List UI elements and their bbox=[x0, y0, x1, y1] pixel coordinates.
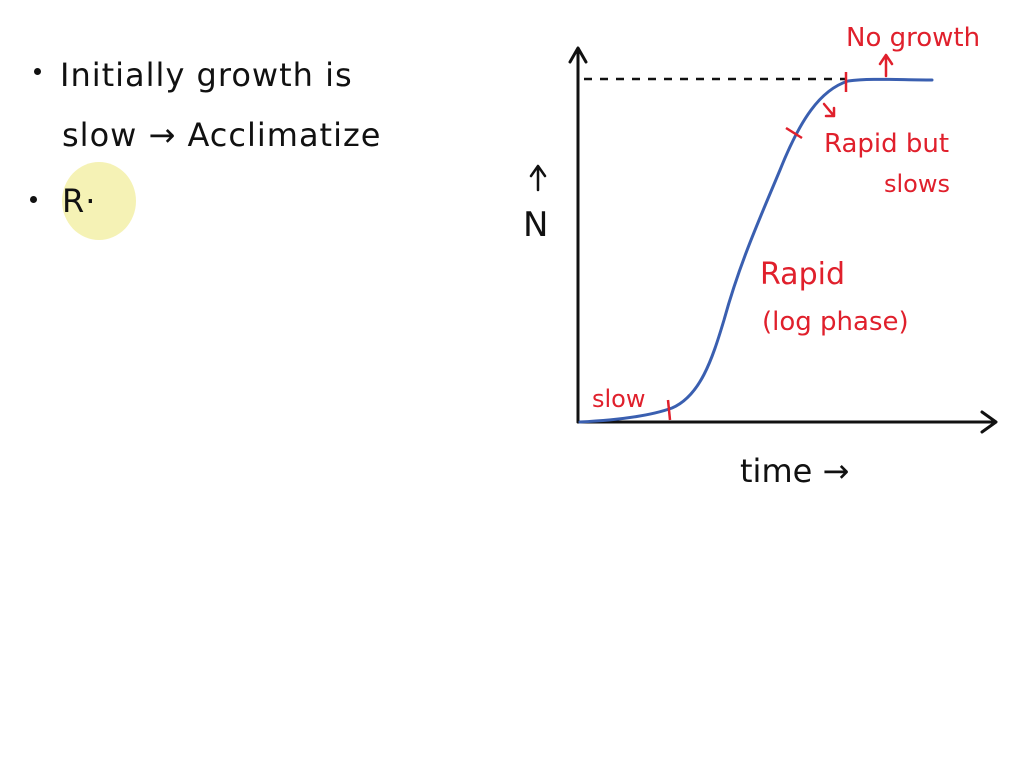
note-line-1: Initially growth is bbox=[60, 56, 353, 94]
annotation-slow: slow bbox=[592, 385, 645, 413]
annotation-rapid-but: Rapid but bbox=[824, 129, 949, 159]
x-axis bbox=[576, 410, 998, 434]
bullet-1 bbox=[34, 68, 41, 75]
growth-curve bbox=[578, 77, 934, 424]
rapid-but-arrow bbox=[822, 102, 836, 118]
annotation-log-phase: (log phase) bbox=[762, 307, 909, 337]
phase-tick-slow bbox=[666, 399, 672, 421]
annotation-rapid: Rapid bbox=[760, 257, 845, 292]
no-growth-arrow bbox=[878, 53, 894, 78]
annotation-no-growth: No growth bbox=[846, 23, 980, 53]
bullet-2 bbox=[30, 196, 37, 203]
y-axis bbox=[568, 46, 588, 424]
note-line-3: R· bbox=[62, 182, 97, 220]
annotation-slows: slows bbox=[884, 170, 950, 198]
phase-tick-rapid bbox=[785, 126, 803, 140]
y-label-arrow bbox=[529, 164, 547, 192]
x-axis-label: time → bbox=[740, 452, 849, 490]
note-line-2: slow → Acclimatize bbox=[62, 116, 382, 154]
pointer-highlight bbox=[62, 162, 136, 240]
y-axis-label: N bbox=[523, 205, 548, 245]
